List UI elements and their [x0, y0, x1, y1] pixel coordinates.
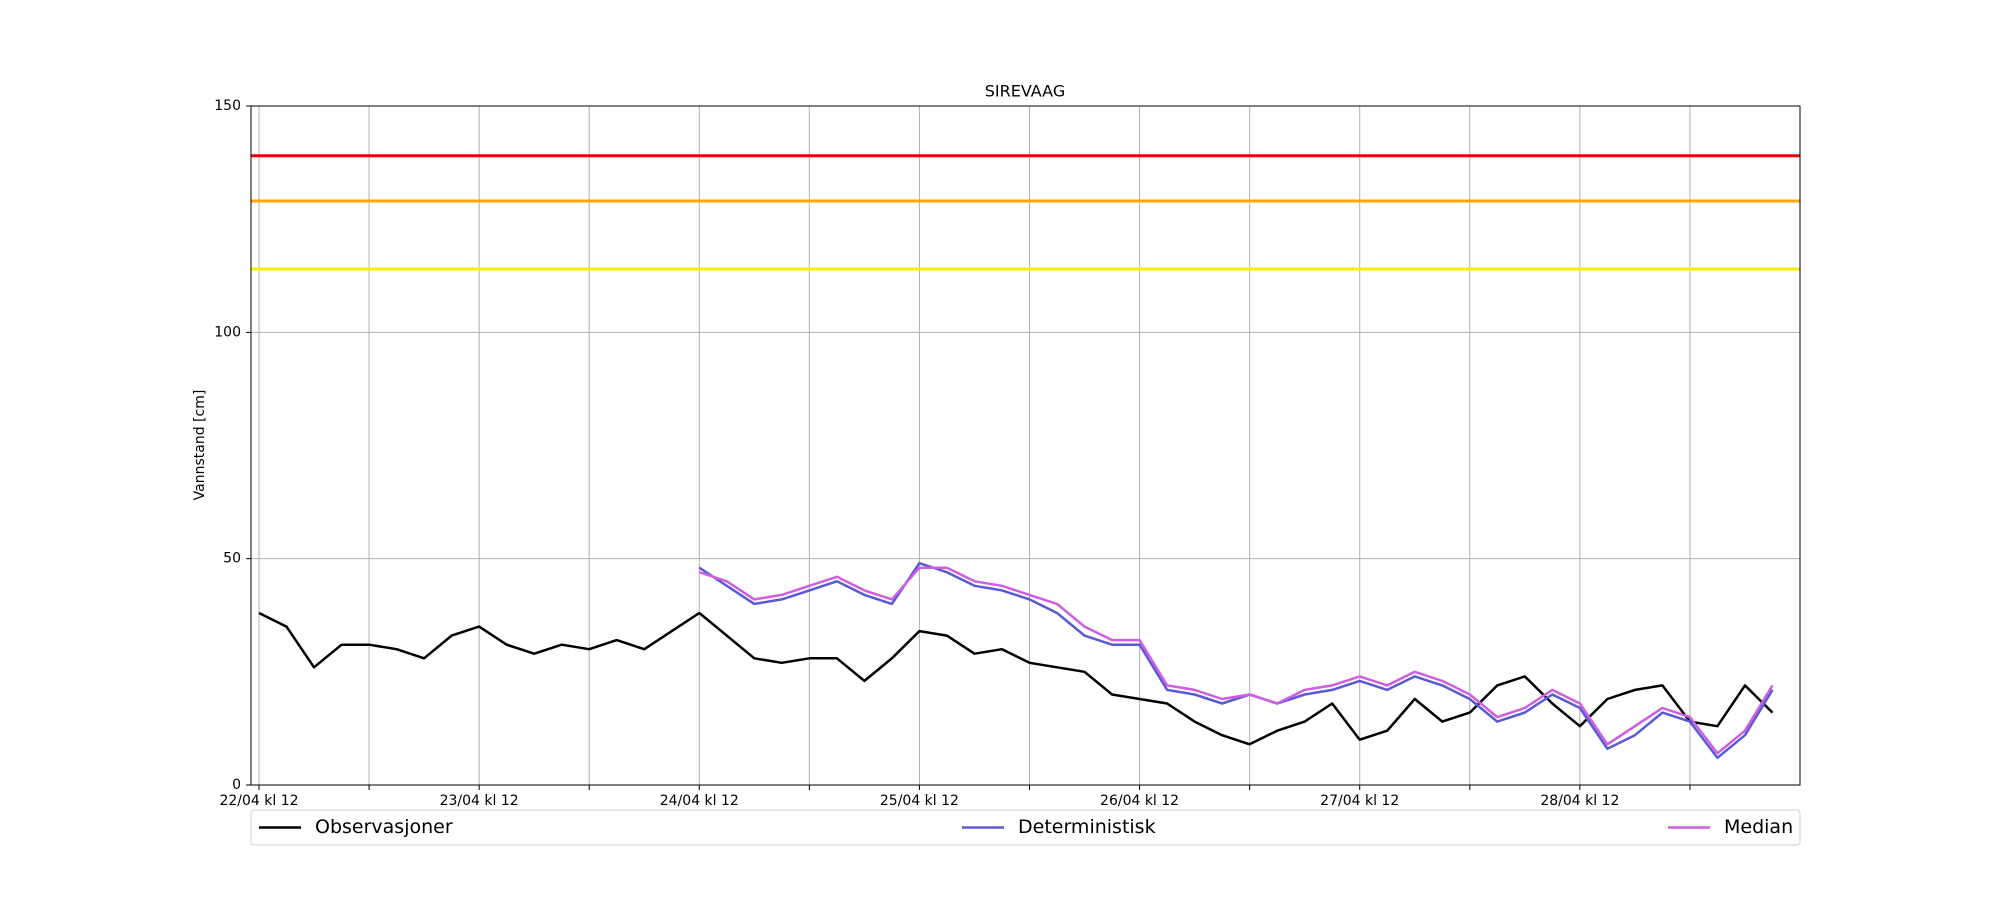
series-line [698, 566, 1774, 755]
plot-frame [250, 105, 1801, 786]
x-tick-label: 26/04 kl 12 [1100, 793, 1179, 809]
legend-box [250, 809, 1801, 846]
legend-label: Observasjoner [315, 816, 453, 838]
y-tick-label: 50 [223, 551, 241, 567]
series-line [258, 611, 1774, 746]
y-axis-label: Vannstand [cm] [192, 390, 208, 501]
x-tick-label: 23/04 kl 12 [440, 793, 519, 809]
y-tick-label: 0 [232, 777, 241, 793]
x-tick-label: 27/04 kl 12 [1320, 793, 1399, 809]
chart-title: SIREVAAG [985, 82, 1065, 101]
series-line [698, 561, 1774, 760]
x-tick-label: 24/04 kl 12 [660, 793, 739, 809]
y-tick-label: 100 [214, 324, 241, 340]
x-tick-label: 25/04 kl 12 [880, 793, 959, 809]
y-tick-label: 150 [214, 98, 241, 114]
x-tick-label: 22/04 kl 12 [219, 793, 298, 809]
x-tick-label: 28/04 kl 12 [1540, 793, 1619, 809]
legend-label: Median [1724, 816, 1793, 838]
legend-label: Deterministisk [1018, 816, 1156, 838]
